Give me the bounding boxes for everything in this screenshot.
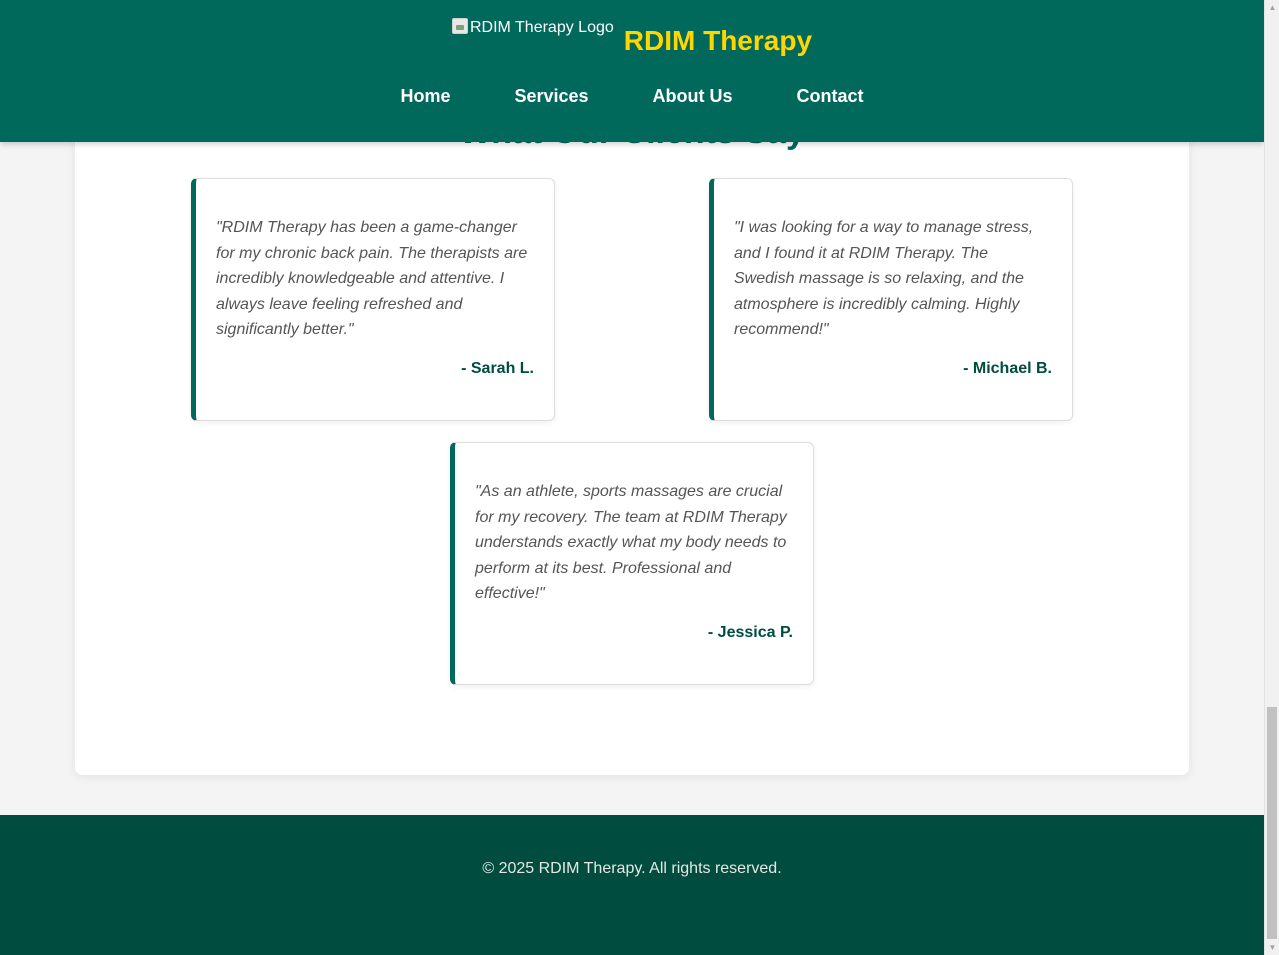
scroll-up-arrow-icon[interactable]: ▲ xyxy=(1268,3,1277,12)
vertical-scrollbar[interactable]: ▲ ▼ xyxy=(1264,0,1279,955)
nav-home[interactable]: Home xyxy=(400,86,451,106)
broken-image-icon xyxy=(451,18,468,34)
testimonial-quote: "I was looking for a way to manage stres… xyxy=(734,219,1034,338)
copyright-text: © 2025 RDIM Therapy. All rights reserved… xyxy=(482,860,782,877)
testimonial-quote: "RDIM Therapy has been a game-changer fo… xyxy=(216,219,528,338)
logo-link[interactable]: RDIM Therapy Logo xyxy=(451,18,614,38)
testimonial-author: - Jessica P. xyxy=(707,623,793,641)
site-title: RDIM Therapy xyxy=(623,25,813,56)
nav-about-us[interactable]: About Us xyxy=(652,86,733,106)
nav-contact[interactable]: Contact xyxy=(796,86,864,106)
testimonial-author: - Michael B. xyxy=(963,359,1052,377)
brand: RDIM Therapy Logo RDIM Therapy xyxy=(0,18,1264,57)
testimonial-author: - Sarah L. xyxy=(461,359,534,377)
testimonial-card: "I was looking for a way to manage stres… xyxy=(709,178,1073,421)
scroll-down-arrow-icon[interactable]: ▼ xyxy=(1268,943,1277,952)
nav-services[interactable]: Services xyxy=(514,86,589,106)
testimonial-quote: "As an athlete, sports massages are cruc… xyxy=(475,483,787,602)
scrollbar-thumb[interactable] xyxy=(1267,707,1277,939)
testimonial-card: "As an athlete, sports massages are cruc… xyxy=(450,442,814,685)
site-footer: © 2025 RDIM Therapy. All rights reserved… xyxy=(0,815,1264,955)
testimonial-card: "RDIM Therapy has been a game-changer fo… xyxy=(191,178,555,421)
main-nav: Home Services About Us Contact xyxy=(0,84,1264,108)
site-header: RDIM Therapy Logo RDIM Therapy Home Serv… xyxy=(0,0,1264,142)
logo-alt-text: RDIM Therapy Logo xyxy=(469,19,614,36)
